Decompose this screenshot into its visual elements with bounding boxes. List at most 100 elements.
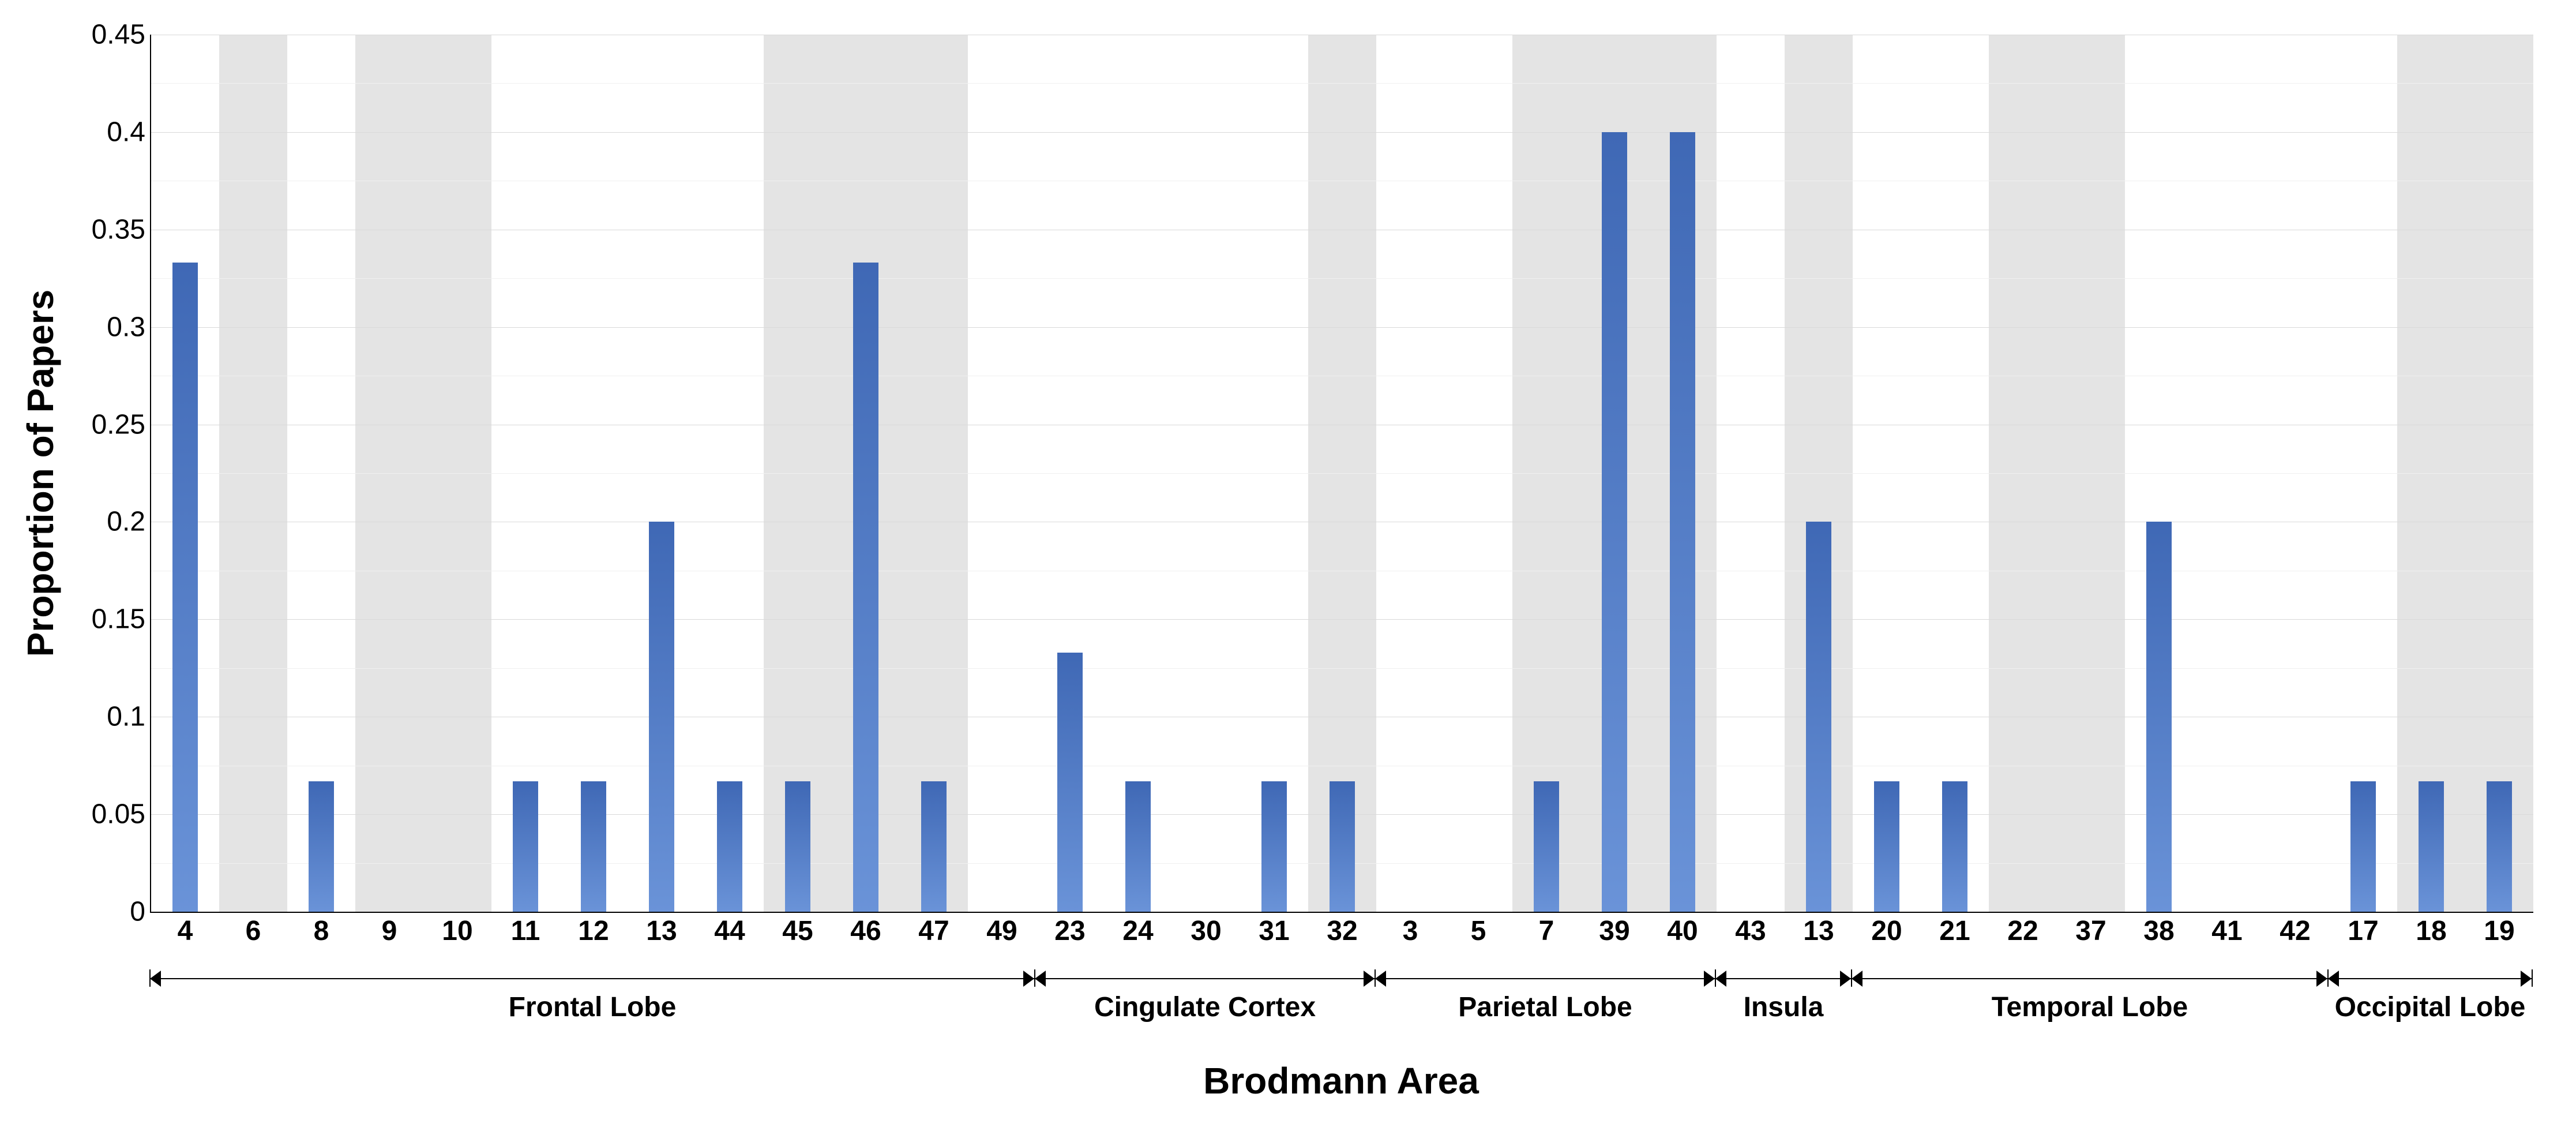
x-tick-label: 47 [918,912,949,947]
gridline-major [151,327,2533,328]
gridline-minor [151,83,2533,84]
bar [1125,781,1151,912]
group-range-line [1375,978,1715,979]
group-arrow-left [1375,971,1386,987]
x-tick-label: 45 [782,912,813,947]
x-tick-label: 10 [442,912,472,947]
bar [2350,781,2376,912]
group-label: Occipital Lobe [2335,991,2526,1023]
group-range-line [150,978,1035,979]
x-tick-label: 24 [1122,912,1153,947]
x-tick-label: 13 [1803,912,1834,947]
x-tick-label: 3 [1403,912,1418,947]
gridline-minor [151,473,2533,474]
group-range-line [1035,978,1375,979]
x-tick-label: 38 [2143,912,2174,947]
gridline-minor [151,278,2533,279]
bar [172,263,198,912]
x-tick-label: 44 [714,912,745,947]
bar [717,781,743,912]
y-tick-label: 0.45 [92,19,151,51]
x-tick-label: 19 [2484,912,2514,947]
bar [853,263,879,912]
group-label: Cingulate Cortex [1094,991,1316,1023]
chart-container: Proportion of Papers 00.050.10.150.20.25… [0,0,2576,1146]
y-tick-label: 0.05 [92,799,151,830]
x-axis-label: Brodmann Area [1203,1059,1479,1102]
x-tick-label: 21 [1939,912,1970,947]
x-tick-label: 8 [314,912,329,947]
x-tick-label: 30 [1191,912,1221,947]
y-tick-label: 0.1 [107,701,151,733]
group-axis: Frontal Lobe Cingulate Cortex Parietal Lob… [150,969,2532,1039]
group-arrow-left [2328,971,2339,987]
y-tick-label: 0 [130,896,151,928]
bar [1670,132,1696,912]
x-tick-label: 13 [646,912,677,947]
group-arrow-right [1840,971,1851,987]
y-tick-label: 0.25 [92,409,151,440]
group-range-line [1715,978,1852,979]
group-range-line [2328,978,2532,979]
group-arrow-right [2316,971,2327,987]
bar [1602,132,1628,912]
x-tick-label: 32 [1327,912,1357,947]
bar [2487,781,2513,912]
group-arrow-left [150,971,161,987]
x-tick-label: 49 [986,912,1017,947]
bar [921,781,947,912]
bar [1057,653,1083,912]
bar [1261,781,1287,912]
x-tick-label: 6 [246,912,261,947]
group-arrow-left [1715,971,1726,987]
gridline-major [151,619,2533,620]
group-label: Insula [1744,991,1824,1023]
x-tick-label: 17 [2348,912,2378,947]
x-tick-label: 4 [178,912,193,947]
bar [785,781,811,912]
y-axis-label: Proportion of Papers [19,290,62,657]
group-arrow-right [2521,971,2532,987]
y-tick-label: 0.35 [92,214,151,245]
x-tick-label: 43 [1735,912,1766,947]
x-tick-label: 46 [850,912,881,947]
y-tick-label: 0.3 [107,311,151,343]
x-tick-label: 37 [2075,912,2106,947]
bar [1874,781,1900,912]
x-tick-label: 12 [578,912,609,947]
x-tick-label: 9 [382,912,397,947]
x-tick-label: 7 [1539,912,1554,947]
bar [1806,522,1832,912]
group-range-line [1852,978,2328,979]
x-tick-label: 18 [2416,912,2446,947]
bar [513,781,539,912]
x-tick-label: 20 [1871,912,1902,947]
group-arrow-left [1852,971,1862,987]
x-tick-label: 42 [2280,912,2310,947]
y-tick-label: 0.15 [92,604,151,635]
x-tick-label: 40 [1667,912,1698,947]
x-tick-label: 31 [1259,912,1289,947]
x-tick-label: 5 [1471,912,1486,947]
bar [1942,781,1968,912]
bar [2146,522,2172,912]
plot-area: 00.050.10.150.20.250.30.350.40.454689101… [150,35,2533,913]
group-arrow-right [1023,971,1034,987]
group-label: Temporal Lobe [1992,991,2188,1023]
bar [309,781,335,912]
bar [649,522,675,912]
bar [1534,781,1560,912]
x-tick-label: 41 [2211,912,2242,947]
x-tick-label: 11 [511,912,540,947]
group-arrow-right [1364,971,1375,987]
gridline-minor [151,668,2533,669]
group-arrow-left [1035,971,1046,987]
bar [2419,781,2444,912]
gridline-major [151,132,2533,133]
y-tick-label: 0.2 [107,506,151,538]
group-label: Frontal Lobe [509,991,677,1023]
group-label: Parietal Lobe [1458,991,1632,1023]
bar [581,781,607,912]
bar [1330,781,1355,912]
x-tick-label: 22 [2007,912,2038,947]
